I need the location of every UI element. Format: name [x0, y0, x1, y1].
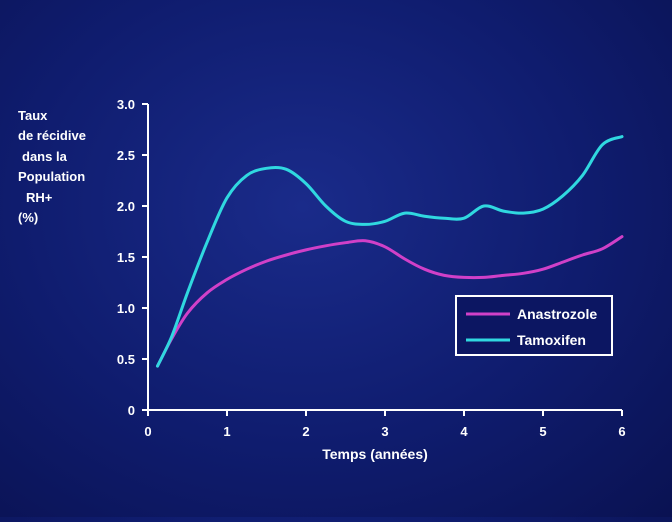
legend-label: Anastrozole — [517, 306, 597, 322]
y-tick-label: 0.5 — [117, 352, 135, 367]
y-tick-label: 2.5 — [117, 148, 135, 163]
series-line-anastrozole — [156, 235, 624, 368]
y-label-line: Population — [18, 169, 85, 184]
y-label-line: dans la — [22, 149, 68, 164]
x-tick-label: 4 — [460, 424, 468, 439]
y-tick-label: 1.0 — [117, 301, 135, 316]
y-label-line: Taux — [18, 108, 48, 123]
y-label-line: de récidive — [18, 128, 86, 143]
y-label-line: RH+ — [26, 190, 53, 205]
legend-box — [455, 295, 613, 356]
x-tick-label: 5 — [539, 424, 546, 439]
y-axis-label: Taux de récidive dans la Population RH+ (%) — [18, 108, 86, 225]
x-tick-label: 1 — [223, 424, 230, 439]
x-tick-label: 6 — [618, 424, 625, 439]
x-axis-label: Temps (années) — [322, 446, 428, 462]
legend-label: Tamoxifen — [517, 332, 586, 348]
x-tick-label: 2 — [302, 424, 309, 439]
series-line-tamoxifen — [156, 135, 624, 368]
y-tick-label: 3.0 — [117, 97, 135, 112]
y-tick-label: 0 — [128, 403, 135, 418]
y-tick-label: 1.5 — [117, 250, 135, 265]
y-label-line: (%) — [18, 210, 38, 225]
x-tick-label: 3 — [381, 424, 388, 439]
y-tick-label: 2.0 — [117, 199, 135, 214]
series-layer — [156, 135, 624, 368]
legend: Anastrozole Tamoxifen — [455, 295, 613, 356]
axes: 0 0.5 1.0 1.5 2.0 2.5 3.0 0 1 2 3 4 5 6 — [117, 97, 626, 439]
x-tick-label: 0 — [144, 424, 151, 439]
